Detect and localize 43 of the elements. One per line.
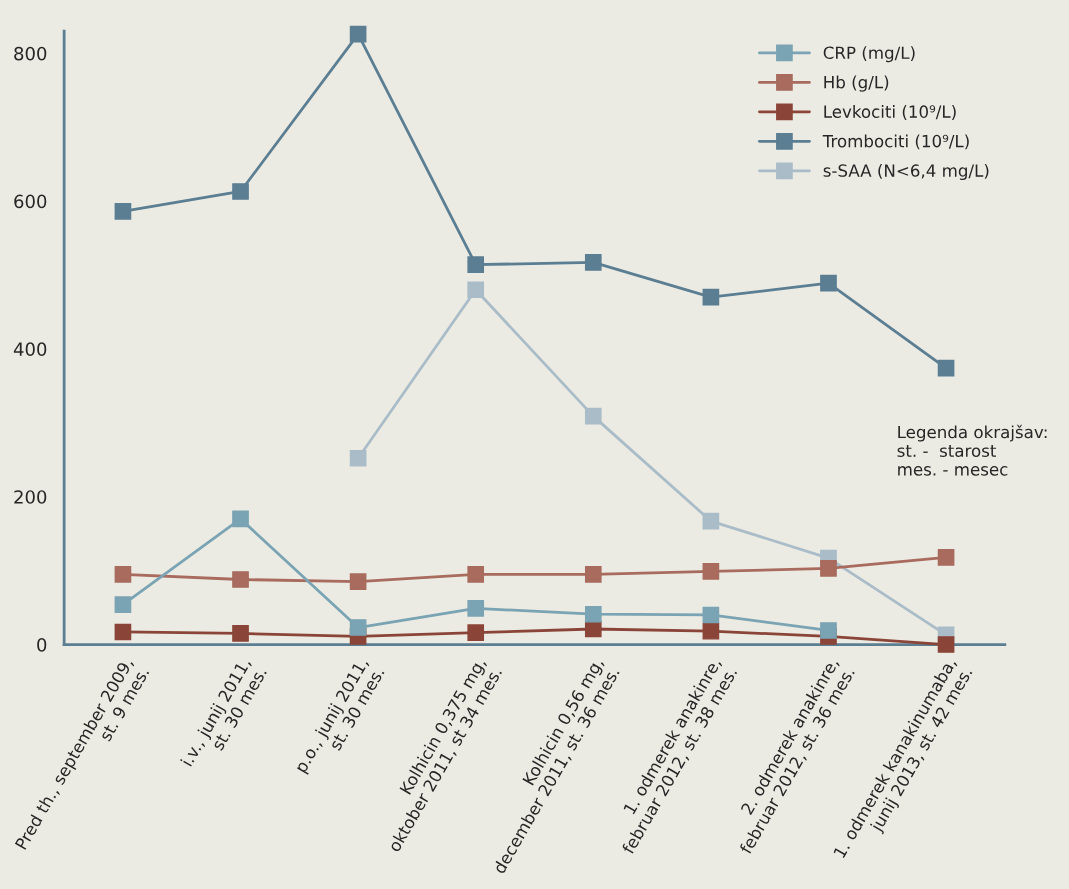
y-tick-label: 200 (14, 490, 47, 504)
point (467, 599, 485, 617)
legend-label: CRP (mg/L) (823, 46, 915, 63)
y-tick-label: 800 (14, 46, 47, 61)
point (114, 596, 132, 613)
legend-label: s-SAA (N<6,4 mg/L) (823, 163, 989, 181)
point (702, 512, 720, 530)
point (702, 563, 720, 580)
legend-label: Trombociti (10⁹/L) (822, 134, 969, 150)
point (349, 619, 367, 636)
point (232, 571, 249, 588)
point (232, 510, 249, 528)
point (232, 625, 249, 642)
point (467, 624, 485, 642)
y-tick-label: 0 (37, 637, 47, 652)
point (467, 256, 485, 273)
point (584, 254, 602, 271)
point (584, 565, 602, 583)
point (937, 359, 955, 377)
y-tick-label: 400 (13, 342, 47, 357)
point (702, 622, 720, 640)
point (820, 274, 837, 292)
point (232, 183, 249, 200)
point (349, 25, 367, 43)
point (467, 281, 485, 299)
point (937, 548, 955, 566)
point (114, 203, 132, 220)
legend-label: Levkociti (10⁹/L) (824, 105, 956, 120)
point (349, 573, 367, 591)
legend-label: Hb (g/L) (824, 75, 889, 92)
point (702, 288, 720, 306)
point (820, 560, 837, 577)
point (937, 636, 955, 653)
annotation: Legenda okrajšav: st. - starost mes. - mesec (897, 424, 1047, 476)
point (349, 449, 367, 467)
point (584, 407, 602, 425)
point (584, 605, 602, 623)
point (114, 623, 132, 641)
y-tick-label: 600 (14, 194, 47, 209)
point (114, 565, 132, 583)
point (467, 565, 485, 583)
point (820, 622, 837, 639)
point (702, 606, 720, 624)
